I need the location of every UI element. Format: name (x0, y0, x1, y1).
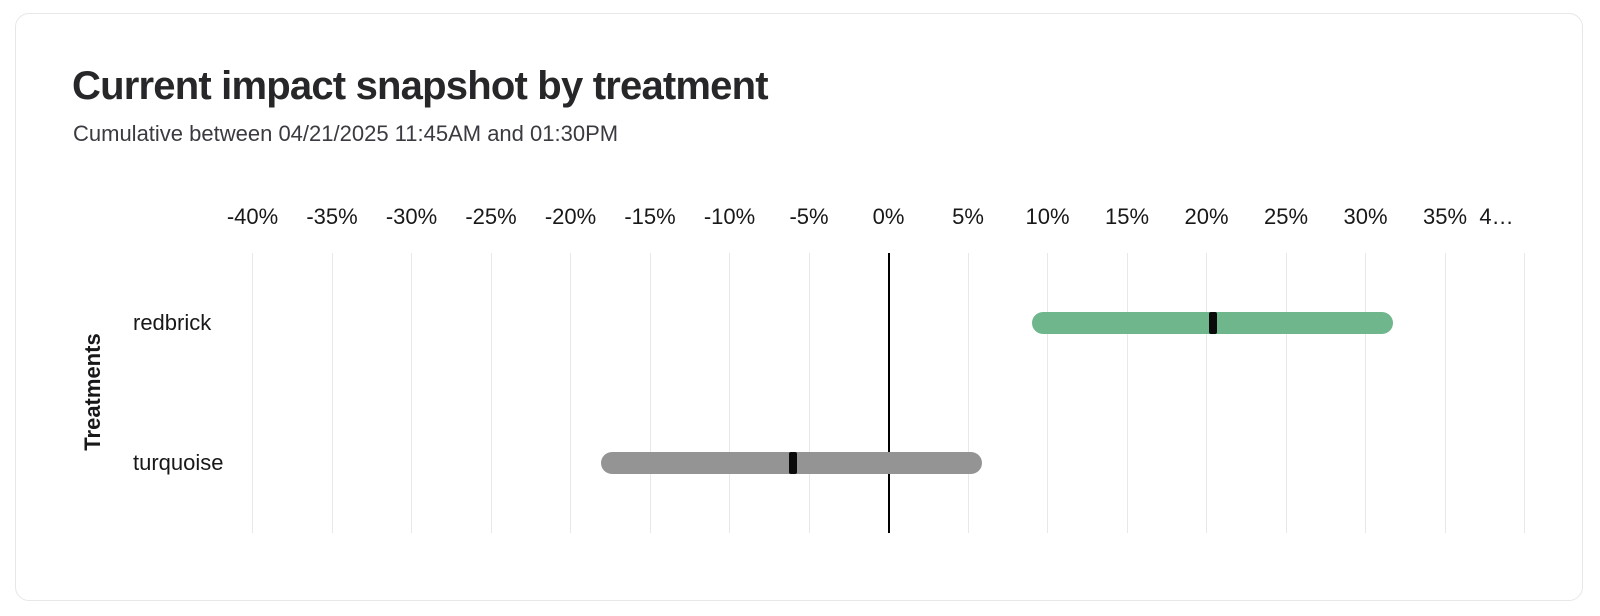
x-tick-label: -25% (465, 204, 517, 229)
x-gridline (331, 253, 333, 533)
x-tick-label: -5% (789, 204, 829, 229)
x-tick-label: -40% (226, 204, 279, 229)
treatment-label: turquoise (133, 450, 224, 475)
x-tick-label: 35% (1422, 204, 1468, 229)
card-title: Current impact snapshot by treatment (72, 64, 769, 108)
zero-line (887, 253, 890, 533)
x-gridline (252, 253, 253, 533)
x-tick-label: 10% (1025, 204, 1070, 229)
x-gridline (1206, 253, 1207, 533)
x-gridline (1524, 253, 1525, 533)
x-gridline (1365, 253, 1366, 533)
point-estimate-marker (1208, 312, 1217, 334)
x-gridline (967, 253, 969, 533)
x-gridline (1444, 253, 1446, 533)
x-tick-label: 0% (872, 204, 905, 229)
point-estimate-marker (789, 452, 798, 474)
x-tick-label: 20% (1184, 204, 1229, 229)
x-tick-label: -35% (306, 204, 358, 229)
x-gridline (411, 253, 412, 533)
x-gridline (490, 253, 492, 533)
x-gridline (570, 253, 571, 533)
card-subtitle: Cumulative between 04/21/2025 11:45AM an… (73, 121, 619, 146)
x-tick-label: 25% (1263, 204, 1309, 229)
x-tick-label: 30% (1343, 204, 1388, 229)
x-gridline (808, 253, 810, 533)
x-tick-label: 4… (1479, 204, 1514, 229)
x-gridline (1126, 253, 1128, 533)
x-gridline (1285, 253, 1287, 533)
x-tick-label: 15% (1104, 204, 1150, 229)
y-axis-title: Treatments (80, 333, 105, 451)
x-tick-label: -15% (624, 204, 676, 229)
treatment-label: redbrick (133, 310, 212, 335)
x-gridline (729, 253, 730, 533)
x-tick-label: -30% (385, 204, 438, 229)
x-tick-label: 5% (952, 204, 984, 229)
x-tick-label: -10% (703, 204, 756, 229)
x-tick-label: -20% (544, 204, 597, 229)
impact-snapshot-card: Current impact snapshot by treatment Cum… (15, 13, 1583, 601)
x-gridline (649, 253, 651, 533)
x-gridline (1047, 253, 1048, 533)
